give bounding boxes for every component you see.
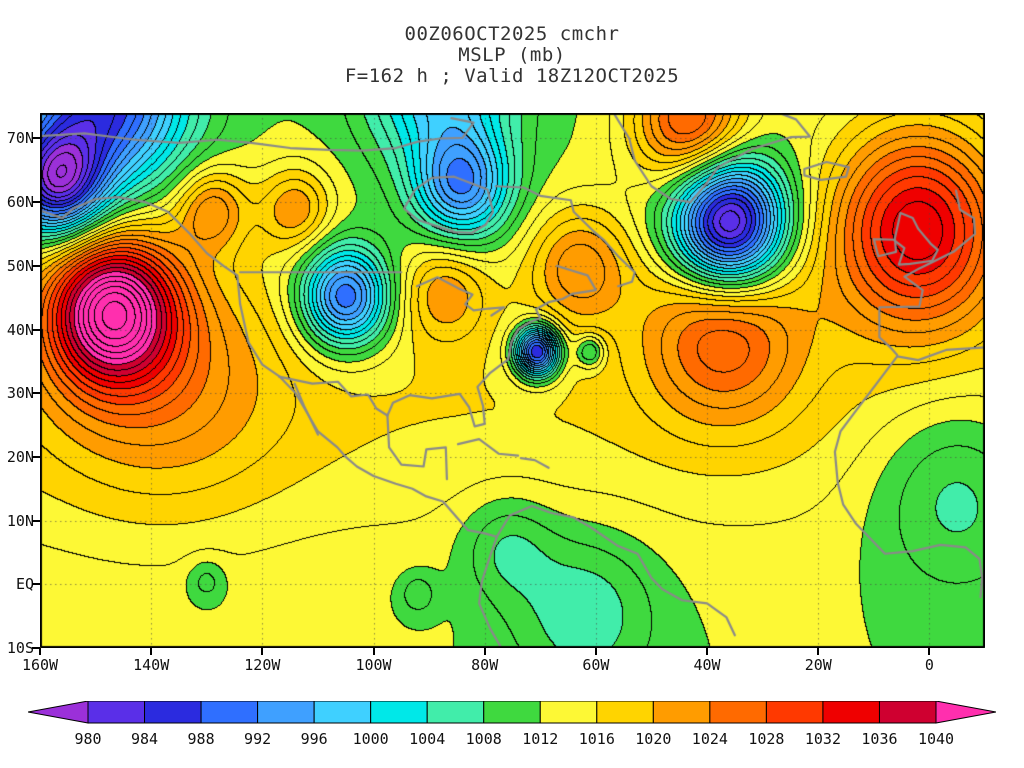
colorbar-label: 992 <box>244 730 272 748</box>
colorbar-label: 1012 <box>522 730 559 748</box>
longitude-tick <box>261 648 264 655</box>
colorbar-label: 980 <box>74 730 102 748</box>
colorbar-segment <box>483 701 541 724</box>
latitude-label: 40N <box>6 320 34 339</box>
latitude-tick <box>32 519 40 522</box>
latitude-label: 70N <box>6 129 34 148</box>
pressure-colorbar <box>28 701 996 724</box>
colorbar-segment <box>596 701 654 724</box>
longitude-tick <box>372 648 375 655</box>
longitude-tick <box>817 648 820 655</box>
pressure-contour-map <box>40 113 985 648</box>
latitude-label: 10S <box>6 639 34 657</box>
longitude-label: 80W <box>471 656 499 674</box>
latitude-tick <box>32 647 40 649</box>
colorbar-label: 1028 <box>748 730 785 748</box>
latitude-label: 60N <box>6 193 34 212</box>
colorbar-arrow-high <box>935 701 996 724</box>
longitude-label: 0 <box>924 656 934 674</box>
colorbar-segment <box>878 701 937 724</box>
colorbar-label: 1016 <box>578 730 615 748</box>
colorbar-arrow-low <box>28 701 89 724</box>
colorbar-segment <box>370 701 428 724</box>
longitude-tick <box>39 648 41 655</box>
longitude-tick <box>706 648 709 655</box>
chart-title-field: MSLP (mb) <box>458 44 566 66</box>
latitude-tick <box>32 583 40 586</box>
colorbar-segment <box>652 701 711 724</box>
colorbar-segment <box>200 701 259 724</box>
longitude-label: 40W <box>693 656 721 674</box>
colorbar-segment <box>313 701 372 724</box>
colorbar-segment <box>709 701 767 724</box>
longitude-tick <box>928 648 931 655</box>
colorbar-label: 1040 <box>917 730 955 748</box>
colorbar-segment <box>87 701 146 724</box>
colorbar-segment <box>765 701 824 724</box>
longitude-tick <box>483 648 486 655</box>
latitude-tick <box>32 137 40 140</box>
latitude-label: 20N <box>6 447 34 466</box>
chart-title: 00Z06OCT2025 cmchr MSLP (mb) F=162 h ; V… <box>0 24 1024 87</box>
colorbar-label: 984 <box>130 730 159 748</box>
longitude-label: 100W <box>355 656 392 674</box>
latitude-label: 50N <box>6 256 34 275</box>
colorbar-label: 1036 <box>861 730 898 748</box>
longitude-tick <box>594 648 597 655</box>
colorbar-segment <box>822 701 880 724</box>
chart-title-valid: F=162 h ; Valid 18Z12OCT2025 <box>344 65 680 87</box>
colorbar-label: 1024 <box>691 730 728 748</box>
longitude-label: 160W <box>21 656 59 674</box>
longitude-label: 140W <box>133 656 170 674</box>
longitude-label: 120W <box>244 656 281 674</box>
colorbar-label: 1000 <box>352 730 389 748</box>
colorbar-segment <box>144 701 202 724</box>
colorbar-segment <box>257 701 315 724</box>
longitude-label: 20W <box>804 656 832 674</box>
latitude-label: 30N <box>6 384 34 403</box>
longitude-label: 60W <box>582 656 610 674</box>
latitude-label: EQ <box>15 575 34 594</box>
latitude-label: 10N <box>6 511 34 530</box>
latitude-tick <box>32 201 40 204</box>
latitude-tick <box>32 455 40 458</box>
colorbar-label: 1004 <box>409 730 446 748</box>
latitude-tick <box>32 264 40 267</box>
colorbar-label: 1020 <box>635 730 672 748</box>
colorbar-label: 996 <box>300 730 328 748</box>
colorbar-label: 988 <box>187 730 215 748</box>
latitude-tick <box>32 392 40 395</box>
latitude-tick <box>32 328 40 331</box>
longitude-tick <box>150 648 153 655</box>
colorbar-label: 1032 <box>804 730 841 748</box>
colorbar-label: 1008 <box>465 730 502 748</box>
chart-title-run: 00Z06OCT2025 cmchr <box>404 23 620 45</box>
colorbar-segment <box>539 701 598 724</box>
colorbar-segment <box>426 701 485 724</box>
